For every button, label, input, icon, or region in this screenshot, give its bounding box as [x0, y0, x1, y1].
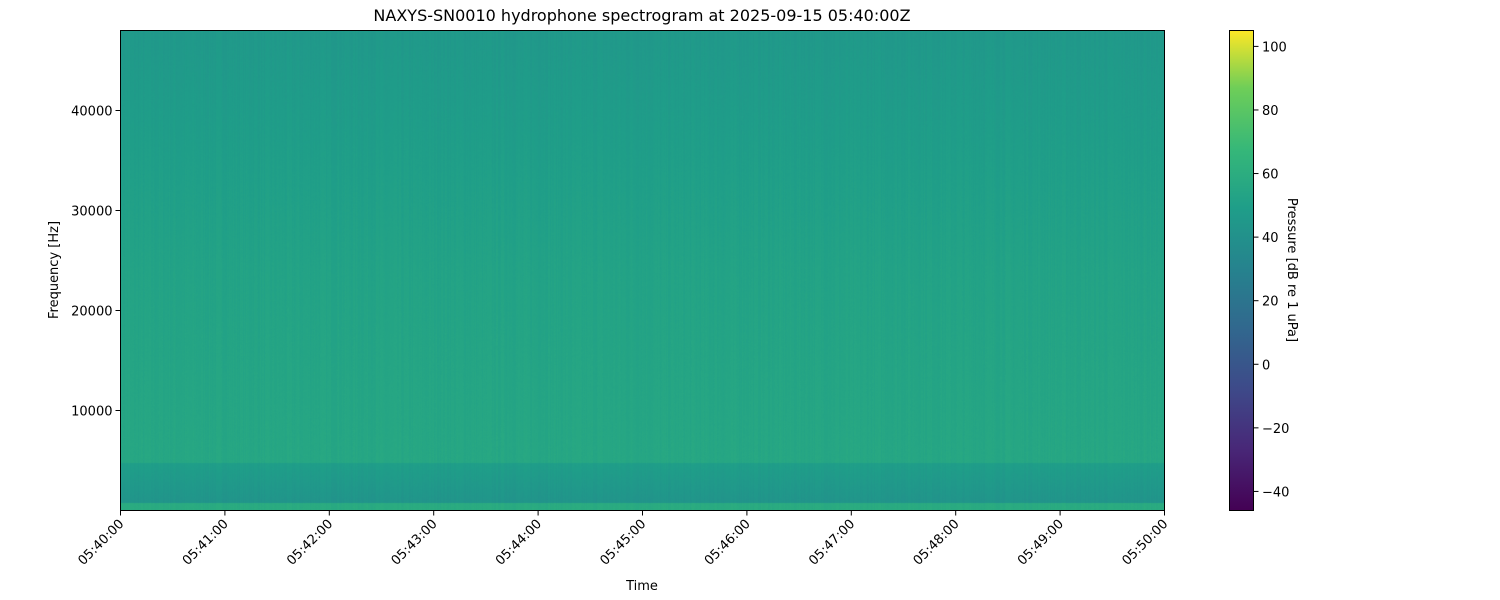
x-tick-label: 05:45:00 [597, 517, 649, 569]
x-tick-label: 05:40:00 [75, 517, 127, 569]
x-tick-label: 05:47:00 [806, 517, 858, 569]
colorbar-tick-label: 20 [1262, 295, 1279, 310]
chart-title: NAXYS-SN0010 hydrophone spectrogram at 2… [373, 6, 910, 25]
x-tick-label: 05:44:00 [493, 517, 545, 569]
y-tick-label: 40000 [71, 105, 112, 120]
x-tick-label: 05:49:00 [1015, 517, 1067, 569]
x-tick-label: 05:50:00 [1119, 517, 1171, 569]
y-tick-label: 30000 [71, 205, 112, 220]
x-axis-label: Time [625, 579, 658, 594]
y-axis-label: Frequency [Hz] [47, 221, 62, 319]
colorbar-tick-label: 80 [1262, 104, 1279, 119]
x-tick-label: 05:48:00 [911, 517, 963, 569]
x-tick-label: 05:41:00 [180, 517, 232, 569]
colorbar-tick-label: 0 [1262, 358, 1270, 373]
x-tick-label: 05:46:00 [702, 517, 754, 569]
plot-frame [120, 30, 1165, 511]
x-tick-label: 05:43:00 [389, 517, 441, 569]
colorbar-label: Pressure [dB re 1 uPa] [1284, 198, 1299, 342]
x-tick-label: 05:42:00 [284, 517, 336, 569]
colorbar-tick-label: 100 [1262, 40, 1287, 55]
colorbar [1229, 30, 1254, 511]
spectrogram-image [121, 31, 1164, 510]
y-tick-label: 10000 [71, 405, 112, 420]
y-tick-label: 20000 [71, 305, 112, 320]
colorbar-tick-label: 40 [1262, 231, 1279, 246]
colorbar-tick-label: −20 [1262, 422, 1289, 437]
colorbar-tick-label: −40 [1262, 485, 1289, 500]
colorbar-tick-label: 60 [1262, 168, 1279, 183]
